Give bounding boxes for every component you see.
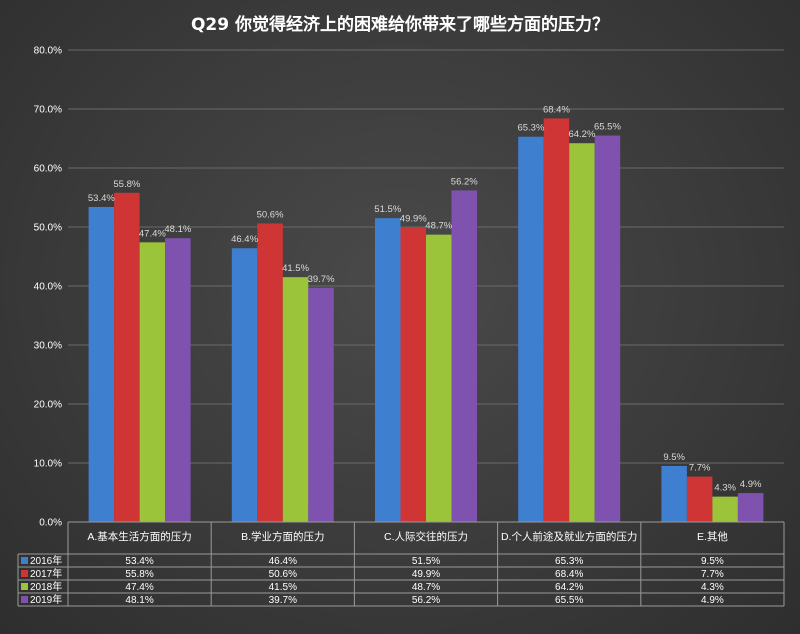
y-tick-label: 80.0% [34,46,62,57]
legend-label: 2018年 [30,580,62,593]
y-tick-label: 70.0% [34,105,62,116]
data-label: 55.8% [113,179,140,190]
bar [686,476,713,522]
table-cell: 41.5% [269,582,297,593]
bar [165,238,191,522]
bar [257,223,283,522]
chart-title: Q29 你觉得经济上的困难给你带来了哪些方面的压力？ [191,14,609,35]
bar [282,277,309,522]
table-cell: 9.5% [701,556,724,567]
category-label: E.其他 [697,530,728,543]
table-cell: 39.7% [269,595,297,606]
y-tick-label: 40.0% [34,282,62,293]
table-cell: 64.2% [555,582,583,593]
data-labels: 53.4% 55.8% 47.4%48.1% 46.4% 50.6% 41.5%39.7%… [88,104,762,493]
bar [737,493,764,522]
table-cell: 4.3% [701,582,724,593]
bar [451,190,477,523]
table-cell: 46.4% [269,556,297,567]
table-cell: 50.6% [269,569,297,580]
legend-label: 2016年 [30,554,62,567]
data-label: 9.5% [663,452,685,463]
data-label: 47.4% [139,228,166,239]
data-label: 39.7% [308,274,335,285]
bar [139,242,166,522]
data-label: 46.4% [231,234,258,245]
table-cell: 55.8% [125,569,153,580]
data-label: 7.7% [689,463,711,474]
data-label: 4.9% [740,479,762,490]
table-cell: 53.4% [125,556,153,567]
bar [518,136,544,523]
bar [569,143,595,522]
bar [661,465,687,522]
table-cell: 49.9% [412,569,440,580]
data-label: 53.4% [88,193,115,204]
bar [114,192,140,522]
y-tick-label: 20.0% [34,400,62,411]
legend-key [21,583,28,590]
data-label: 48.7% [425,221,452,232]
y-axis: 0.0% 10.0% 20.0% 30.0% 40.0% 50.0% 60.0% 70.0% 8… [34,46,62,529]
table-cell: 7.7% [701,569,724,580]
data-label: 65.5% [594,122,621,133]
bar [543,118,570,522]
table-cell: 68.4% [555,569,583,580]
data-label: 4.3% [714,483,736,494]
table-cell: 65.3% [555,556,583,567]
y-tick-label: 30.0% [34,341,62,352]
category-label: A.基本生活方面的压力 [87,530,191,543]
table-cell: 48.1% [125,595,153,606]
legend-label: 2019年 [30,593,62,606]
y-tick-label: 60.0% [34,164,62,175]
y-tick-label: 0.0% [39,518,62,529]
data-label: 49.9% [400,214,427,225]
legend-key [21,570,28,577]
table-cell: 65.5% [555,595,583,606]
category-label: C.人际交往的压力 [384,530,468,543]
bar [426,234,452,523]
table-cell: 4.9% [701,595,724,606]
table-cell: 56.2% [412,595,440,606]
data-label: 41.5% [282,263,309,274]
legend-key [21,596,28,603]
data-label: 51.5% [374,204,401,215]
bar [594,135,621,523]
data-label: 56.2% [451,176,478,187]
data-label: 50.6% [257,209,284,220]
y-tick-label: 50.0% [34,223,62,234]
category-label: D.个人前途及就业方面的压力 [501,530,638,543]
data-label: 68.4% [543,104,570,115]
legend-label: 2017年 [30,567,62,580]
category-label: B.学业方面的压力 [241,530,324,543]
data-label: 65.3% [517,123,544,134]
bars [88,118,764,523]
table-cell: 47.4% [125,582,153,593]
bar [308,287,334,522]
table-cell: 51.5% [412,556,440,567]
bar [231,248,258,523]
legend-key [21,557,28,564]
bar [88,206,115,522]
data-label: 64.2% [568,129,595,140]
bar [375,218,401,522]
table-cell: 48.7% [412,582,440,593]
bar [712,496,738,522]
data-table: A.基本生活方面的压力 B.学业方面的压力 C.人际交往的压力 D.个人前途及就业方面… [17,521,785,607]
y-tick-label: 10.0% [34,459,62,470]
data-label: 48.1% [164,224,191,235]
bar [400,227,426,522]
